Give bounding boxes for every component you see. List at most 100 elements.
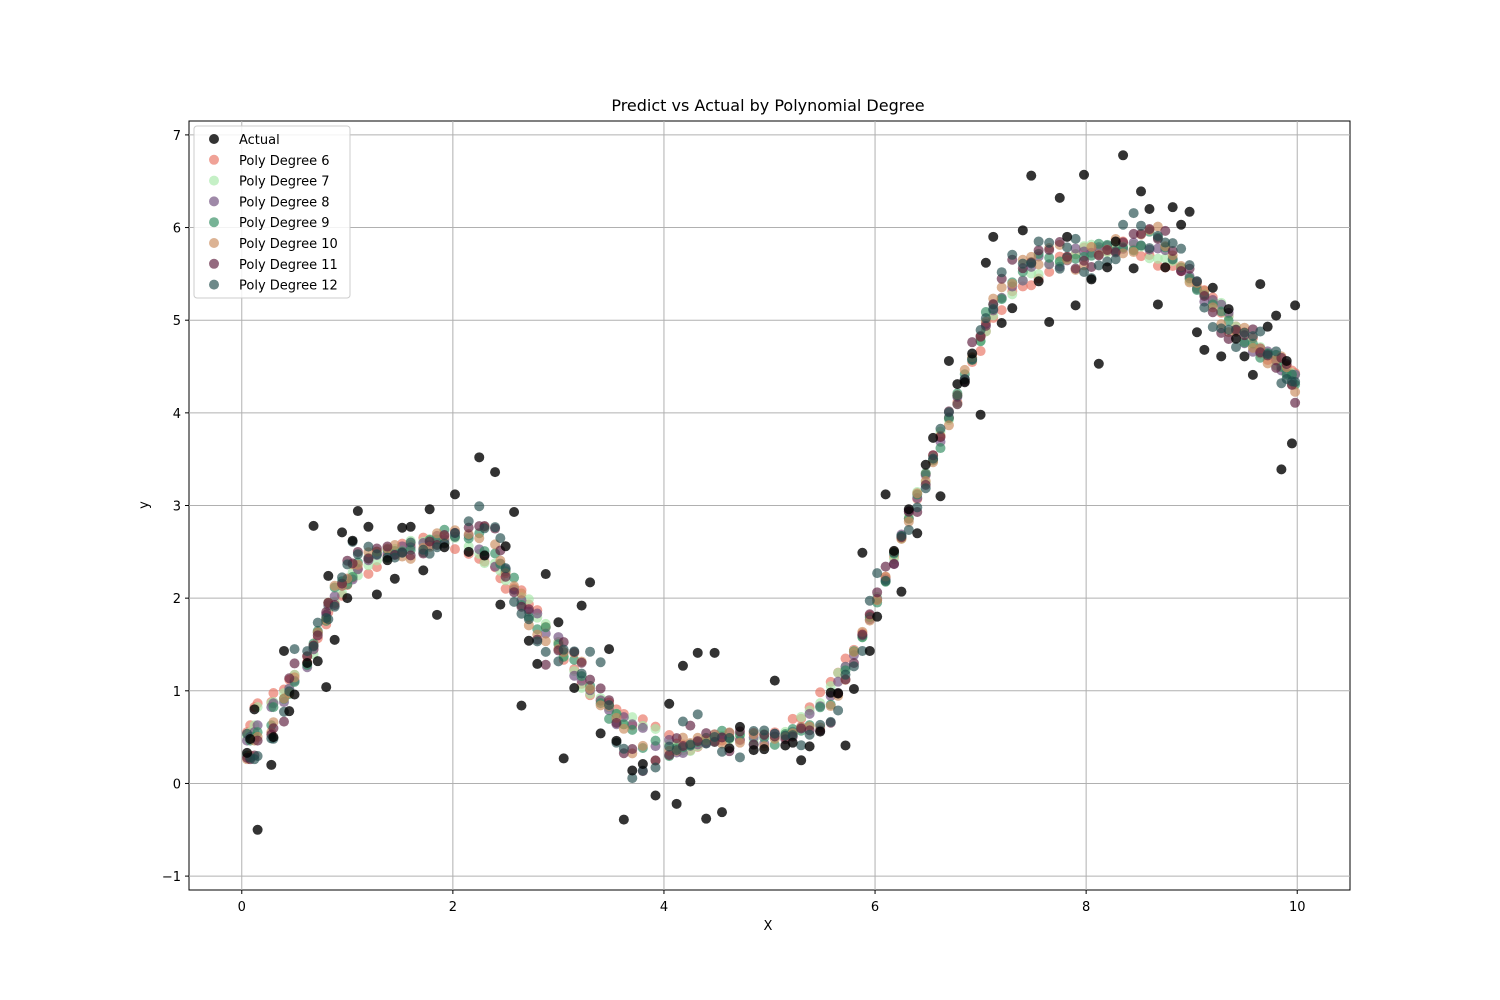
actual-point	[321, 682, 332, 693]
prediction-point-degree-12	[474, 501, 485, 512]
prediction-point-degree-12	[935, 423, 946, 434]
actual-point	[1093, 358, 1104, 369]
prediction-point-degree-12	[1199, 302, 1210, 313]
prediction-point-degree-12	[1255, 326, 1266, 337]
prediction-point-degree-11	[523, 604, 534, 615]
actual-point	[959, 377, 970, 388]
actual-point	[1102, 262, 1113, 273]
actual-point	[1079, 169, 1090, 180]
actual-point	[1216, 351, 1227, 362]
actual-point	[329, 634, 340, 645]
prediction-point-degree-11	[717, 732, 728, 743]
legend-marker	[209, 279, 219, 290]
actual-point	[889, 545, 900, 556]
actual-point	[1054, 192, 1065, 203]
prediction-point-degree-12	[449, 528, 460, 539]
prediction-point-degree-11	[1093, 250, 1104, 261]
prediction-point-degree-10	[1184, 277, 1195, 288]
prediction-point-degree-11	[796, 723, 807, 734]
prediction-point-degree-11	[382, 541, 393, 552]
prediction-point-degree-12	[595, 657, 606, 668]
prediction-point-degree-12	[701, 738, 712, 749]
actual-point	[815, 726, 826, 737]
actual-point	[1144, 204, 1155, 215]
prediction-point-degree-12	[1290, 376, 1301, 387]
prediction-point-degree-11	[1033, 245, 1044, 256]
prediction-point-degree-12	[912, 502, 923, 513]
prediction-point-degree-11	[935, 432, 946, 443]
prediction-point-degree-11	[1271, 362, 1282, 373]
prediction-point-degree-11	[1102, 245, 1113, 256]
prediction-point-degree-11	[1144, 224, 1155, 235]
actual-point	[637, 758, 648, 769]
actual-point	[1086, 274, 1097, 285]
actual-point	[796, 755, 807, 766]
prediction-point-degree-12	[825, 716, 836, 727]
prediction-point-degree-12	[509, 596, 520, 607]
prediction-point-degree-12	[677, 716, 688, 727]
actual-point	[337, 527, 348, 538]
prediction-point-degree-12	[569, 646, 580, 657]
actual-point	[1167, 202, 1178, 213]
prediction-point-degree-12	[1223, 324, 1234, 335]
prediction-point-degree-12	[352, 549, 363, 560]
prediction-point-degree-12	[952, 390, 963, 401]
actual-point	[857, 547, 868, 558]
prediction-point-degree-12	[532, 636, 543, 647]
prediction-point-degree-12	[323, 614, 334, 625]
actual-point	[1231, 333, 1242, 344]
prediction-point-degree-11	[284, 673, 295, 684]
prediction-point-degree-11	[650, 755, 661, 766]
prediction-point-degree-6	[1136, 251, 1147, 262]
actual-point	[266, 759, 277, 770]
actual-point	[1007, 303, 1018, 314]
prediction-point-degree-11	[872, 587, 883, 598]
actual-point	[1255, 279, 1266, 290]
actual-point	[312, 656, 323, 667]
prediction-point-degree-12	[463, 516, 474, 527]
prediction-point-degree-12	[1176, 243, 1187, 254]
prediction-point-degree-9	[509, 572, 520, 583]
x-tick-label: 2	[449, 900, 457, 915]
actual-point	[1062, 231, 1073, 242]
prediction-point-degree-11	[558, 637, 569, 648]
y-tick-label: −1	[162, 870, 181, 885]
prediction-point-degree-12	[988, 304, 999, 315]
actual-point	[540, 569, 551, 580]
prediction-point-degree-11	[509, 587, 520, 598]
actual-point	[671, 798, 682, 809]
y-tick-label: 4	[173, 407, 181, 422]
actual-point	[1223, 304, 1234, 315]
actual-point	[1239, 351, 1250, 362]
prediction-point-degree-10	[943, 420, 954, 431]
prediction-point-degree-11	[701, 728, 712, 739]
prediction-point-degree-11	[1199, 290, 1210, 301]
actual-point	[523, 635, 534, 646]
actual-point	[928, 432, 939, 443]
actual-point	[1262, 321, 1273, 332]
prediction-point-degree-11	[540, 659, 551, 670]
prediction-point-degree-6	[787, 713, 798, 724]
prediction-point-degree-7	[650, 723, 661, 734]
prediction-point-degree-11	[967, 337, 978, 348]
legend-label: Actual	[239, 133, 280, 148]
prediction-point-degree-10	[1247, 342, 1258, 353]
prediction-point-degree-12	[337, 572, 348, 583]
prediction-point-degree-11	[439, 530, 450, 541]
actual-point	[595, 728, 606, 739]
legend-label: Poly Degree 12	[239, 279, 338, 294]
prediction-point-degree-9	[1136, 240, 1147, 251]
legend-label: Poly Degree 10	[239, 237, 338, 252]
grid-lines	[189, 121, 1350, 890]
prediction-point-degree-8	[252, 720, 263, 731]
prediction-point-degree-12	[975, 325, 986, 336]
prediction-point-degree-6	[1026, 280, 1037, 291]
prediction-point-degree-11	[1207, 307, 1218, 318]
actual-point	[1184, 206, 1195, 217]
actual-point	[1290, 300, 1301, 311]
actual-point	[352, 506, 363, 517]
prediction-point-degree-9	[1086, 250, 1097, 261]
actual-point	[585, 577, 596, 588]
actual-point	[1276, 464, 1287, 475]
